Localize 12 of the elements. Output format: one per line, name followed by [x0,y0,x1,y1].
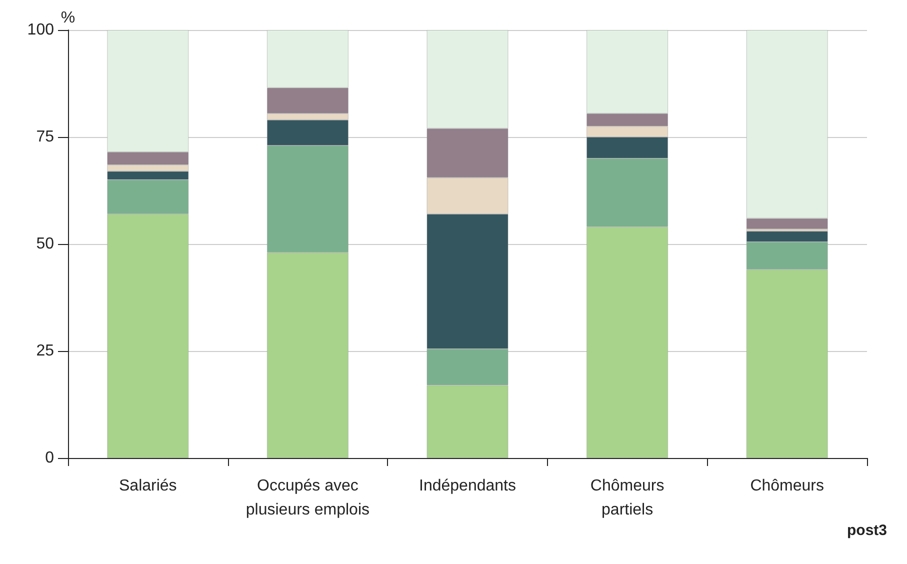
x-tick-label: Indépendants [419,478,516,494]
x-tick-label: Occupés avec plusieurs emplois [246,478,370,518]
text: post3 [846,522,888,539]
x-tick-label: Salariés [118,478,177,494]
y-tick-label: 100 [27,22,54,38]
y-axis-title: % [60,10,76,26]
y-tick-label: 75 [36,128,54,146]
y-tick-label: 0 [45,450,54,466]
y-tick-label: 50 [36,236,54,252]
x-tick-label: Chômeurs partiels [590,478,664,518]
y-tick-label: 25 [36,342,54,360]
x-tick-label: Chômeurs [750,478,824,494]
